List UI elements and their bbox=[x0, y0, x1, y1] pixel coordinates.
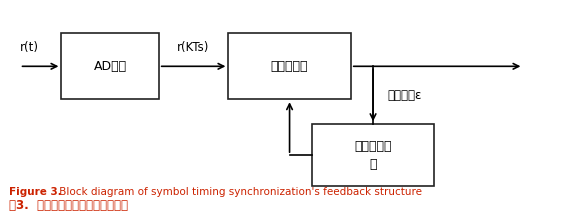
Text: AD采样: AD采样 bbox=[94, 60, 127, 73]
Text: 定时误差ε: 定时误差ε bbox=[387, 89, 421, 102]
Text: 图3.  反馈式全数字位同步结构框图: 图3. 反馈式全数字位同步结构框图 bbox=[9, 199, 128, 212]
Text: 定时校正器: 定时校正器 bbox=[271, 60, 308, 73]
Bar bbox=[312, 124, 435, 186]
Text: Block diagram of symbol timing synchronization's feedback structure: Block diagram of symbol timing synchroni… bbox=[56, 187, 421, 197]
Text: r(KTs): r(KTs) bbox=[177, 41, 210, 54]
Text: r(t): r(t) bbox=[20, 41, 39, 54]
Text: Figure 3.: Figure 3. bbox=[9, 187, 61, 197]
Bar bbox=[61, 33, 159, 99]
Text: 定时误差检
测: 定时误差检 测 bbox=[354, 140, 392, 170]
Bar bbox=[228, 33, 351, 99]
